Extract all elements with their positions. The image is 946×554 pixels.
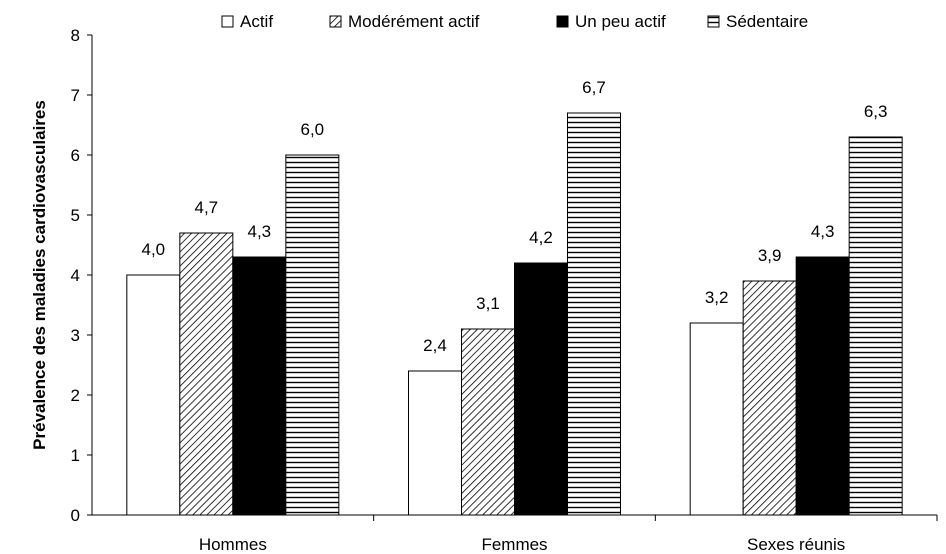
legend-label: Modérément actif <box>348 12 480 31</box>
y-tick-label: 0 <box>71 506 80 525</box>
legend-swatch <box>329 15 342 28</box>
bar <box>742 280 797 516</box>
y-tick-label: 6 <box>71 146 80 165</box>
data-label: 6,3 <box>864 102 888 121</box>
data-label: 4,3 <box>811 222 835 241</box>
category-label: Sexes réunis <box>747 535 845 554</box>
data-label: 4,0 <box>142 240 166 259</box>
legend-swatch <box>556 15 569 28</box>
bar <box>689 322 744 516</box>
bar <box>408 370 462 516</box>
bar <box>232 256 287 516</box>
y-tick-label: 8 <box>71 26 80 45</box>
legend-swatch <box>707 15 720 28</box>
data-label: 4,3 <box>248 222 272 241</box>
data-label: 4,7 <box>195 198 219 217</box>
data-label: 3,9 <box>758 246 782 265</box>
bar <box>848 136 903 516</box>
plot-area: 0 1 2 3 4 5 6 7 8 4,0 4,7 4,3 6,0 Hommes 2,4 3,1 4,2 6,7 F… <box>71 26 938 554</box>
y-tick-label: 4 <box>71 266 80 285</box>
y-tick-label: 2 <box>71 386 80 405</box>
data-label: 2,4 <box>423 336 447 355</box>
data-label: 6,7 <box>582 78 606 97</box>
data-label: 3,2 <box>705 288 729 307</box>
legend-swatch <box>221 15 234 28</box>
bar <box>461 328 515 516</box>
bar <box>285 154 340 516</box>
bar <box>514 262 568 516</box>
category-label: Femmes <box>481 535 547 554</box>
y-tick-label: 1 <box>71 446 80 465</box>
bar <box>179 232 234 516</box>
bar <box>795 256 850 516</box>
data-label: 3,1 <box>476 294 500 313</box>
y-axis-label: Prévalence des maladies cardiovasculaire… <box>30 100 49 450</box>
y-tick-label: 3 <box>71 326 80 345</box>
data-label: 6,0 <box>301 120 325 139</box>
y-tick-label: 7 <box>71 86 80 105</box>
legend: Actif Modérément actif Un peu actif Sédenta… <box>221 12 808 31</box>
category-label: Hommes <box>199 535 267 554</box>
legend-label: Sédentaire <box>726 12 808 31</box>
bar <box>567 112 621 516</box>
legend-label: Un peu actif <box>575 12 666 31</box>
bar <box>126 274 181 516</box>
legend-label: Actif <box>240 12 273 31</box>
y-tick-label: 5 <box>71 206 80 225</box>
data-label: 4,2 <box>529 228 553 247</box>
